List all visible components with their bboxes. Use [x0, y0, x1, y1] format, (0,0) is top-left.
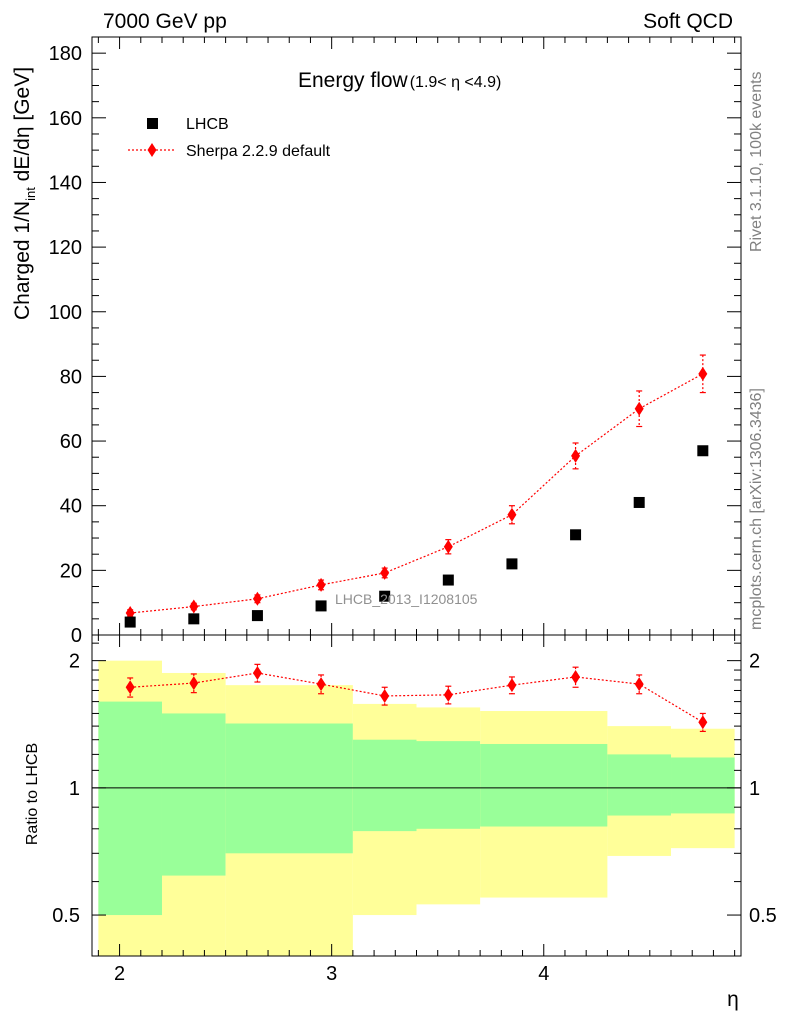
main-data-point — [379, 590, 391, 602]
main-mc-point — [571, 448, 581, 463]
ratio-series-line — [130, 672, 704, 723]
main-y-axis-label-sub: int — [23, 187, 38, 201]
mcplots-source-label: mcplots.cern.ch [arXiv:1306.3436] — [748, 388, 765, 630]
main-mc-point — [189, 599, 199, 614]
main-data-point — [506, 558, 518, 570]
ratio-y-tick-label-right: 2 — [749, 651, 760, 673]
main-mc-point — [443, 539, 453, 554]
ratio-y-tick-label-left: 2 — [69, 651, 80, 673]
ratio-band-inner — [225, 723, 353, 854]
x-tick-label: 4 — [538, 963, 549, 985]
rivet-version-label: Rivet 3.1.10, 100k events — [748, 71, 765, 252]
main-data-point — [188, 613, 200, 625]
main-y-tick-label: 60 — [60, 431, 82, 453]
ratio-mc-point — [571, 669, 581, 684]
ratio-band-inner — [480, 743, 608, 827]
main-y-axis-label: Charged 1/Nint dE/dη [GeV] — [11, 67, 38, 320]
x-tick-label: 2 — [114, 963, 125, 985]
main-data-point — [633, 496, 645, 508]
ratio-band-inner — [98, 701, 162, 916]
main-mc-point — [698, 366, 708, 381]
ratio-y-tick-label-left: 1 — [69, 778, 80, 800]
main-y-axis-label-tail: dE/dη [GeV] — [11, 67, 34, 187]
main-mc-point — [252, 591, 262, 606]
ratio-axes: 2 3 4 0.5 0.5 1 1 2 2 — [52, 634, 777, 985]
x-tick-label: 3 — [326, 963, 337, 985]
ratio-mc-point — [443, 687, 453, 702]
main-y-tick-label: 160 — [49, 108, 82, 130]
x-axis-label: η — [727, 988, 739, 1011]
ratio-mc-point — [189, 676, 199, 691]
ratio-mc-point — [252, 665, 262, 680]
main-data-point — [251, 610, 263, 622]
main-mc-point — [634, 401, 644, 416]
main-data-point — [315, 600, 327, 612]
chart-title: Energy flow (1.9< η <4.9) — [298, 69, 501, 92]
main-y-tick-label: 20 — [60, 560, 82, 582]
ratio-y-axis-label: Ratio to LHCB — [24, 743, 41, 845]
legend-marker-lhcb — [147, 118, 158, 129]
main-y-tick-label: 0 — [71, 625, 82, 647]
main-data-point — [442, 574, 454, 586]
main-axes: 0 20 40 60 80 100 120 140 160 180 — [49, 36, 742, 647]
ratio-mc-point — [316, 677, 326, 692]
chart-title-main: Energy flow — [298, 69, 409, 92]
legend-label-lhcb: LHCB — [186, 116, 229, 133]
main-data-point — [570, 529, 582, 541]
main-data-point — [124, 616, 136, 628]
legend-label-sherpa: Sherpa 2.2.9 default — [186, 143, 331, 160]
main-series-line — [130, 373, 704, 614]
ratio-uncertainty-bands — [92, 660, 741, 956]
ratio-mc-point — [125, 680, 135, 695]
main-y-axis-label-main: Charged 1/N — [11, 201, 34, 320]
header-right-label: Soft QCD — [643, 10, 733, 33]
analysis-watermark: LHCB_2013_I1208105 — [335, 591, 478, 607]
ratio-band-inner — [352, 739, 417, 832]
ratio-band-inner — [671, 757, 735, 814]
main-y-tick-label: 100 — [49, 302, 82, 324]
main-panel: LHCB_2013_I1208105 0 20 40 60 80 100 120 140 160… — [11, 36, 742, 647]
main-y-tick-label: 120 — [49, 237, 82, 259]
main-y-tick-label: 180 — [49, 43, 82, 65]
ratio-band-inner — [416, 741, 481, 829]
main-mc-point — [380, 565, 390, 580]
chart-title-suffix: (1.9< η <4.9) — [410, 74, 502, 91]
legend: LHCB Sherpa 2.2.9 default — [128, 116, 331, 160]
ratio-mc-point — [634, 677, 644, 692]
ratio-y-tick-label-right: 0.5 — [749, 905, 777, 927]
main-mc-point — [125, 606, 135, 621]
main-y-tick-label: 140 — [49, 172, 82, 194]
main-y-tick-label: 40 — [60, 496, 82, 518]
ratio-y-tick-label-left: 0.5 — [52, 905, 80, 927]
main-mc-point — [507, 507, 517, 522]
main-y-tick-label: 80 — [60, 366, 82, 388]
ratio-y-tick-label-right: 1 — [749, 778, 760, 800]
legend-marker-sherpa — [147, 143, 157, 157]
ratio-mc-point — [380, 688, 390, 703]
main-data-point — [697, 445, 709, 457]
main-mc-point — [316, 577, 326, 592]
ratio-band-inner — [607, 754, 672, 816]
ratio-mc-point — [507, 678, 517, 693]
header-left-label: 7000 GeV pp — [103, 10, 227, 33]
ratio-panel: 2 3 4 0.5 0.5 1 1 2 2 Ratio to LHCB η — [24, 634, 777, 1011]
ratio-mc-point — [698, 715, 708, 730]
ratio-band-inner — [161, 713, 226, 876]
